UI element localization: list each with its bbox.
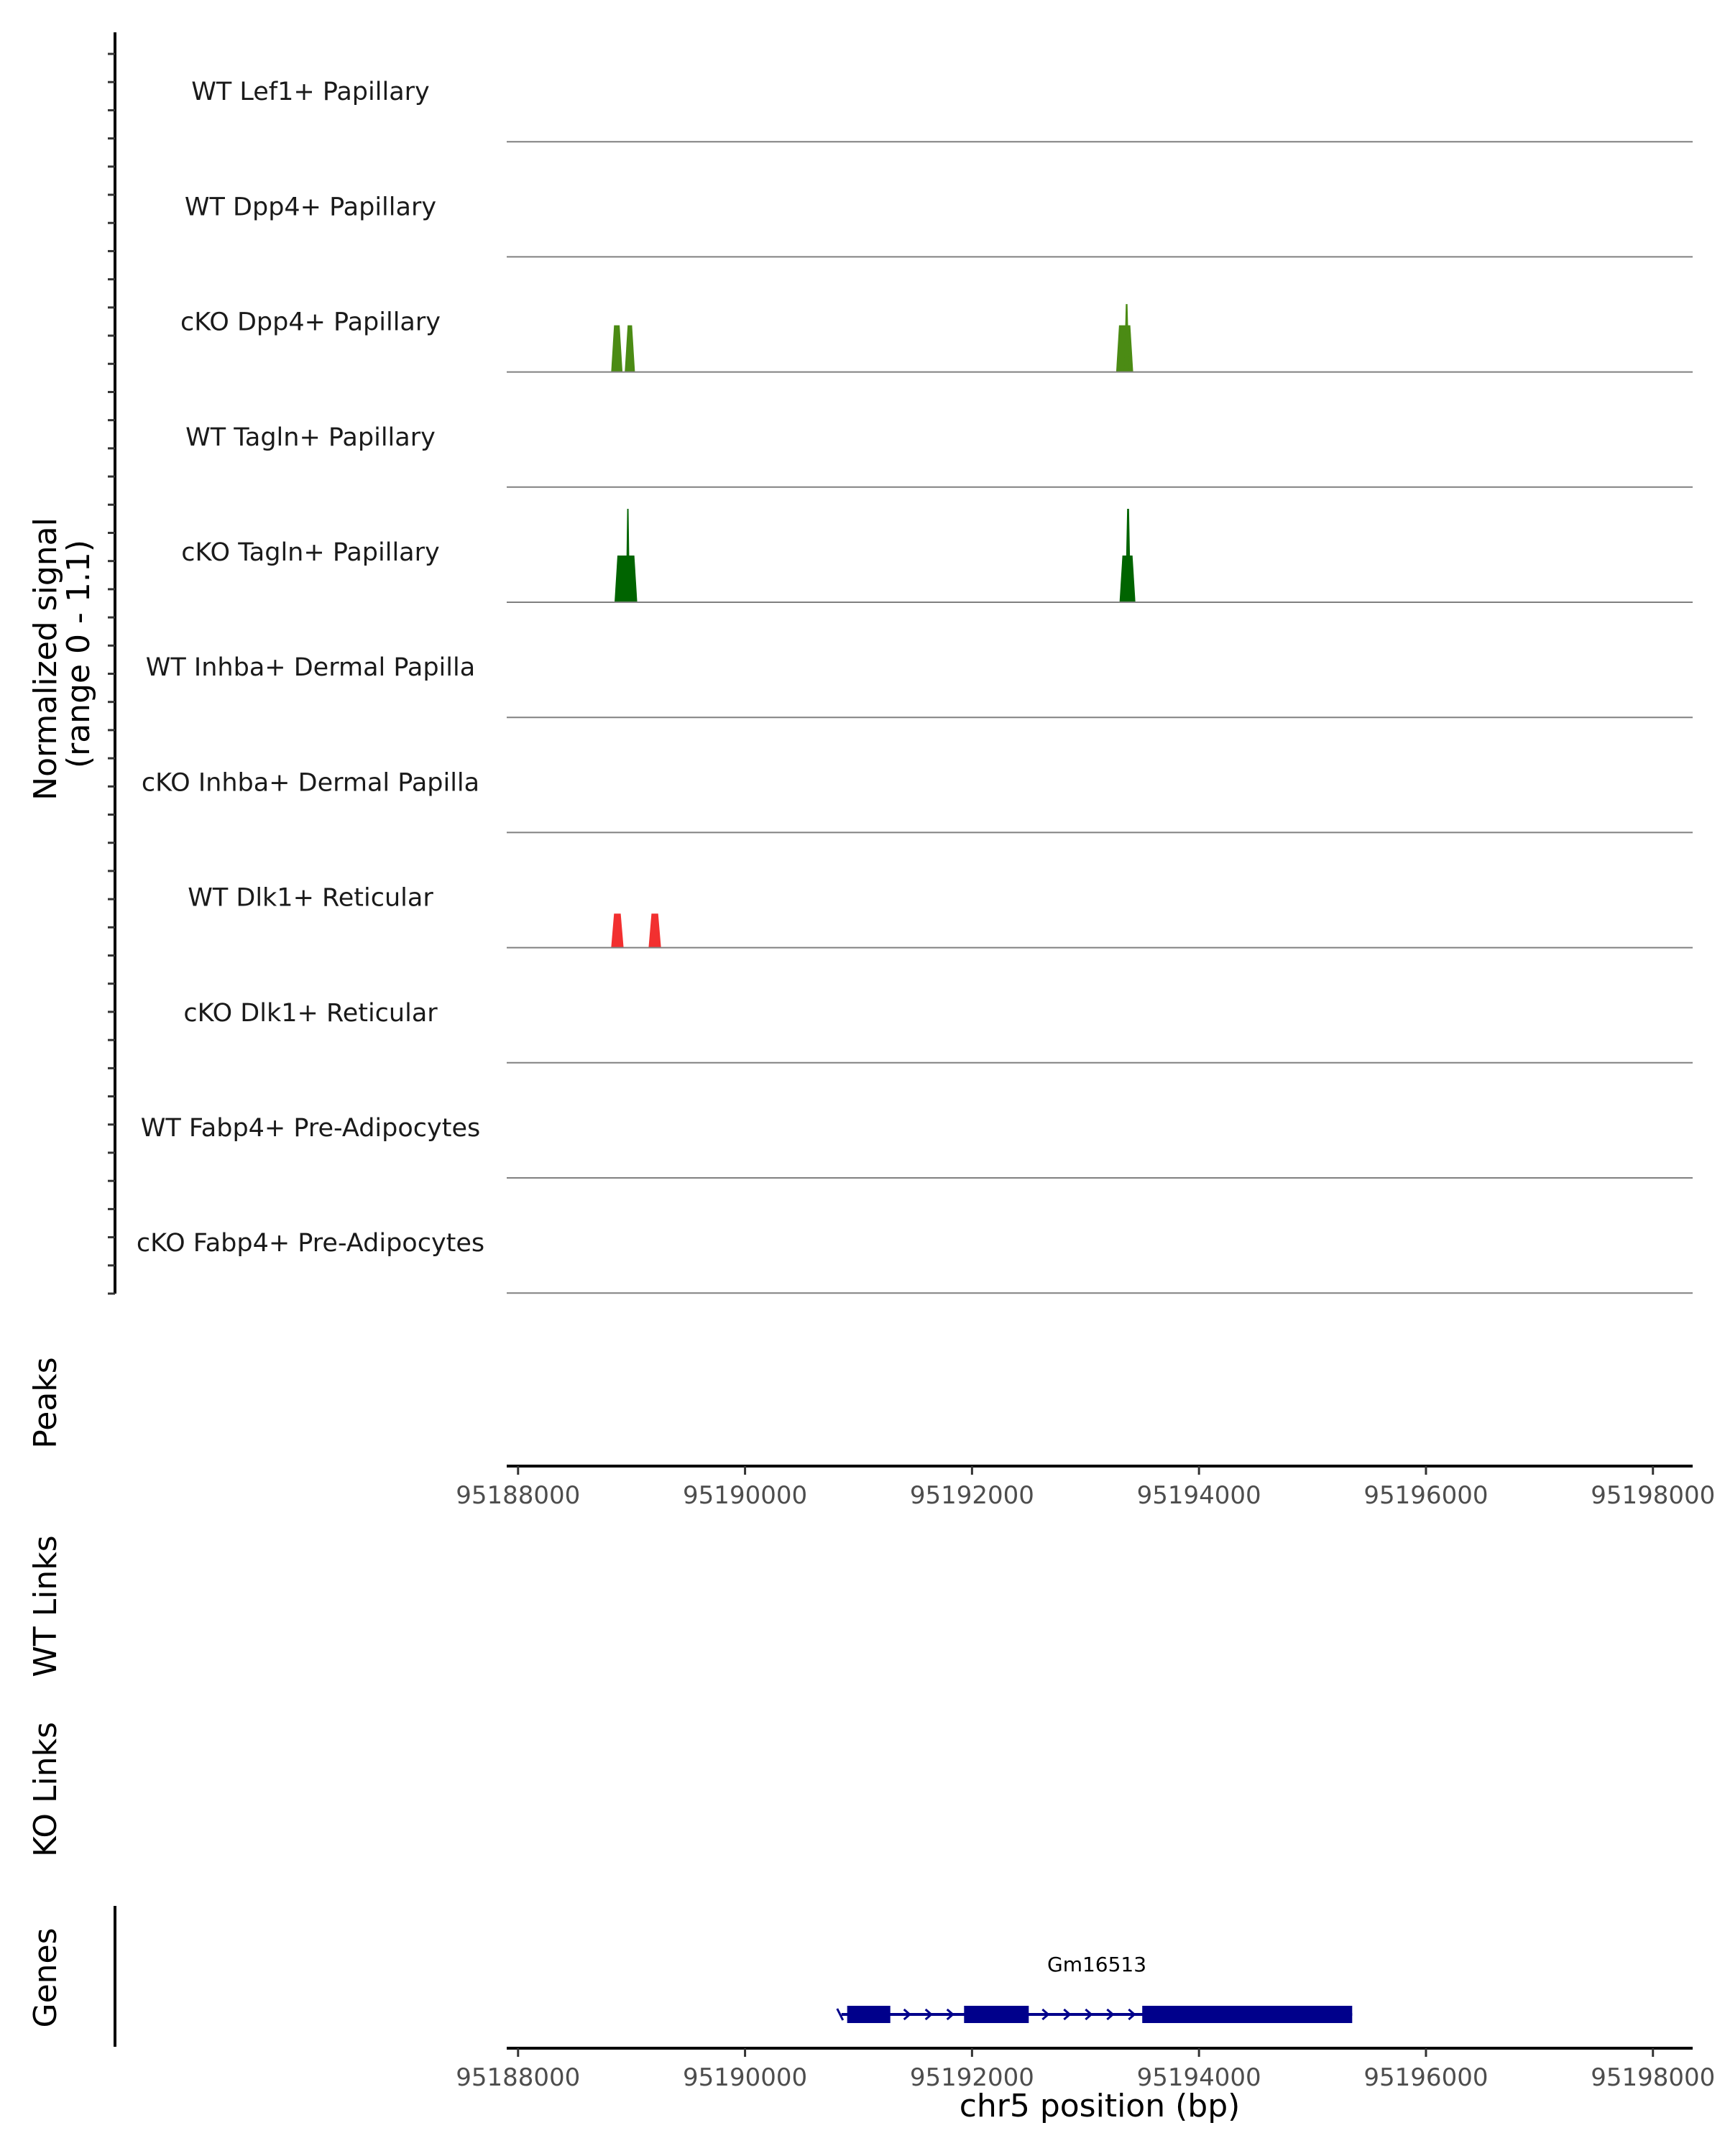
gene-track: Gm16513 bbox=[836, 1953, 1353, 2023]
x-axis-top-tick-label: 95198000 bbox=[1591, 1481, 1715, 1510]
y-axis-title: Normalized signal (range 0 - 1.1) bbox=[27, 507, 97, 801]
gene-strand-arrow bbox=[924, 2008, 933, 2021]
gene-strand-arrow bbox=[1063, 2008, 1072, 2021]
gene-strand-arrow bbox=[1085, 2008, 1093, 2021]
track-3: cKO Dpp4+ Papillary bbox=[180, 304, 1693, 373]
coverage-tracks: WT Lef1+ Papillary WT Dpp4+ Papillary cKO … bbox=[137, 78, 1693, 1294]
x-axis-title: chr5 position (bp) bbox=[960, 2088, 1241, 2124]
gene-strand-arrow bbox=[1128, 2008, 1136, 2021]
wt-links-track-title: WT Links bbox=[27, 1535, 64, 1677]
track-5: cKO Tagln+ Papillary bbox=[181, 509, 1693, 603]
coverage-peak bbox=[648, 913, 661, 948]
coverage-peak bbox=[625, 325, 635, 372]
track-1: WT Lef1+ Papillary bbox=[191, 78, 1693, 143]
track-10: WT Fabp4+ Pre-Adipocytes bbox=[141, 1114, 1693, 1179]
track-6: WT Inhba+ Dermal Papilla bbox=[146, 653, 1693, 719]
track-label: WT Dpp4+ Papillary bbox=[185, 193, 436, 221]
track-label: cKO Tagln+ Papillary bbox=[181, 538, 440, 567]
x-axis-bottom-tick-label: 95192000 bbox=[910, 2063, 1034, 2092]
peaks-track-title: Peaks bbox=[27, 1357, 64, 1448]
coverage-peak bbox=[611, 913, 624, 948]
gene-start-marker bbox=[836, 2008, 845, 2021]
gene-strand-arrow bbox=[903, 2008, 911, 2021]
genes-track-title: Genes bbox=[27, 1927, 64, 2027]
x-axis-bottom-tick-label: 95194000 bbox=[1137, 2063, 1261, 2092]
track-label: WT Dlk1+ Reticular bbox=[188, 884, 433, 913]
x-axis-top-tick-label: 95188000 bbox=[456, 1481, 580, 1510]
track-11: cKO Fabp4+ Pre-Adipocytes bbox=[137, 1229, 1693, 1294]
x-axis-bottom-tick-label: 95196000 bbox=[1363, 2063, 1488, 2092]
signal-axis bbox=[108, 32, 116, 1295]
track-4: WT Tagln+ Papillary bbox=[185, 423, 1693, 488]
ko-links-track-title: KO Links bbox=[27, 1722, 64, 1857]
gene-label: Gm16513 bbox=[1047, 1953, 1146, 1976]
gene-exon bbox=[1142, 2006, 1353, 2023]
x-axis-top-tick-label: 95192000 bbox=[910, 1481, 1034, 1510]
track-label: WT Fabp4+ Pre-Adipocytes bbox=[141, 1114, 480, 1143]
track-8: WT Dlk1+ Reticular bbox=[188, 884, 1693, 949]
gene-exon bbox=[964, 2006, 1029, 2023]
coverage-peak bbox=[625, 509, 630, 602]
x-axis-bottom-tick-label: 95188000 bbox=[456, 2063, 580, 2092]
track-2: WT Dpp4+ Papillary bbox=[185, 193, 1693, 258]
x-axis-bottom: 95188000 95190000 95192000 95194000 95196000… bbox=[456, 2047, 1715, 2092]
y-axis-title-line1: Normalized signal bbox=[27, 517, 64, 801]
x-axis-bottom-tick-label: 95198000 bbox=[1591, 2063, 1715, 2092]
x-axis-top-tick-label: 95190000 bbox=[683, 1481, 807, 1510]
track-9: cKO Dlk1+ Reticular bbox=[183, 999, 1693, 1064]
x-axis-top-tick-label: 95196000 bbox=[1363, 1481, 1488, 1510]
x-axis-top-tick-label: 95194000 bbox=[1137, 1481, 1261, 1510]
gene-exon bbox=[847, 2006, 891, 2023]
y-axis-title-line2: (range 0 - 1.1) bbox=[60, 540, 97, 768]
track-7: cKO Inhba+ Dermal Papilla bbox=[142, 768, 1693, 834]
coverage-peak bbox=[1125, 509, 1131, 602]
track-label: cKO Inhba+ Dermal Papilla bbox=[142, 768, 479, 797]
coverage-peak bbox=[1123, 304, 1130, 372]
x-axis-bottom-tick-label: 95190000 bbox=[683, 2063, 807, 2092]
x-axis-top: 95188000 95190000 95192000 95194000 95196000… bbox=[456, 1465, 1715, 1510]
gene-strand-arrow bbox=[1041, 2008, 1050, 2021]
coverage-peak bbox=[611, 325, 623, 372]
coverage-peak bbox=[615, 556, 638, 602]
track-label: WT Tagln+ Papillary bbox=[185, 423, 436, 452]
gene-strand-arrow bbox=[946, 2008, 954, 2021]
track-label: cKO Dlk1+ Reticular bbox=[183, 999, 438, 1028]
gene-strand-arrow bbox=[1106, 2008, 1115, 2021]
track-label: cKO Dpp4+ Papillary bbox=[180, 308, 441, 337]
track-label: WT Lef1+ Papillary bbox=[191, 78, 430, 106]
track-label: WT Inhba+ Dermal Papilla bbox=[146, 653, 475, 682]
track-label: cKO Fabp4+ Pre-Adipocytes bbox=[137, 1229, 484, 1258]
